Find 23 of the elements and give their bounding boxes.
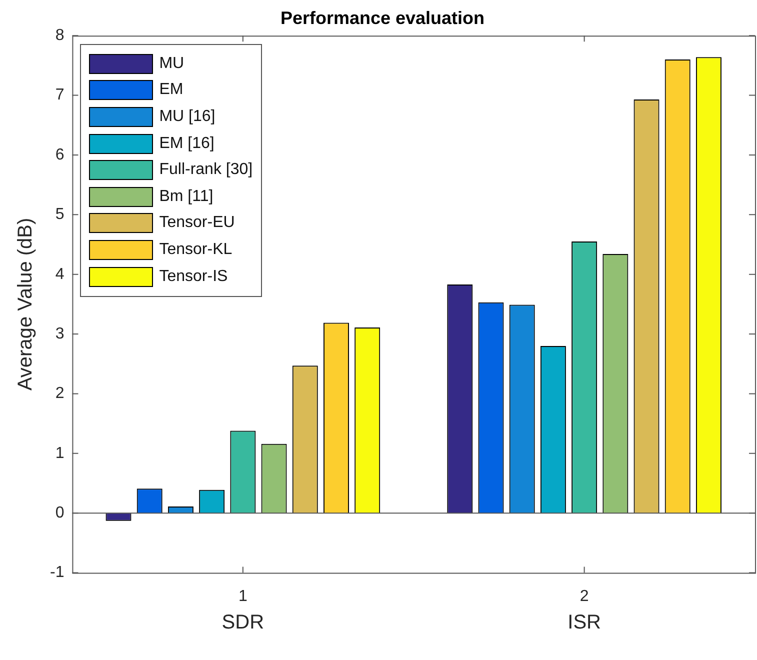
y-tick-label: 3 — [55, 325, 64, 342]
chart-title: Performance evaluation — [280, 8, 485, 28]
legend-label: Tensor-EU — [159, 214, 235, 232]
legend-label: EM [16] — [159, 134, 214, 153]
y-tick-label: 0 — [55, 504, 64, 522]
y-tick-label: 8 — [55, 27, 64, 44]
legend-label: Tensor-IS — [159, 268, 228, 286]
y-tick-label: 6 — [55, 146, 64, 164]
legend-label: Full-rank [30] — [159, 161, 253, 180]
y-tick-label: 5 — [55, 206, 64, 224]
legend-label: Tensor-KL — [159, 241, 232, 260]
legend-label: MU — [159, 54, 184, 73]
y-tick-label: 2 — [55, 385, 64, 402]
y-tick-label: 1 — [55, 444, 64, 462]
y-tick-label: 7 — [55, 86, 64, 104]
text: ISR — [568, 611, 601, 634]
legend-label: Bm [11] — [159, 188, 214, 206]
y-tick-label: -1 — [50, 564, 64, 582]
legend-label: MU [16] — [159, 108, 216, 126]
text: SDR — [222, 611, 264, 634]
y-axis-title: Average Value (dB) — [14, 218, 37, 391]
legend-label: EM — [159, 81, 184, 100]
y-tick-label: 4 — [55, 266, 64, 283]
